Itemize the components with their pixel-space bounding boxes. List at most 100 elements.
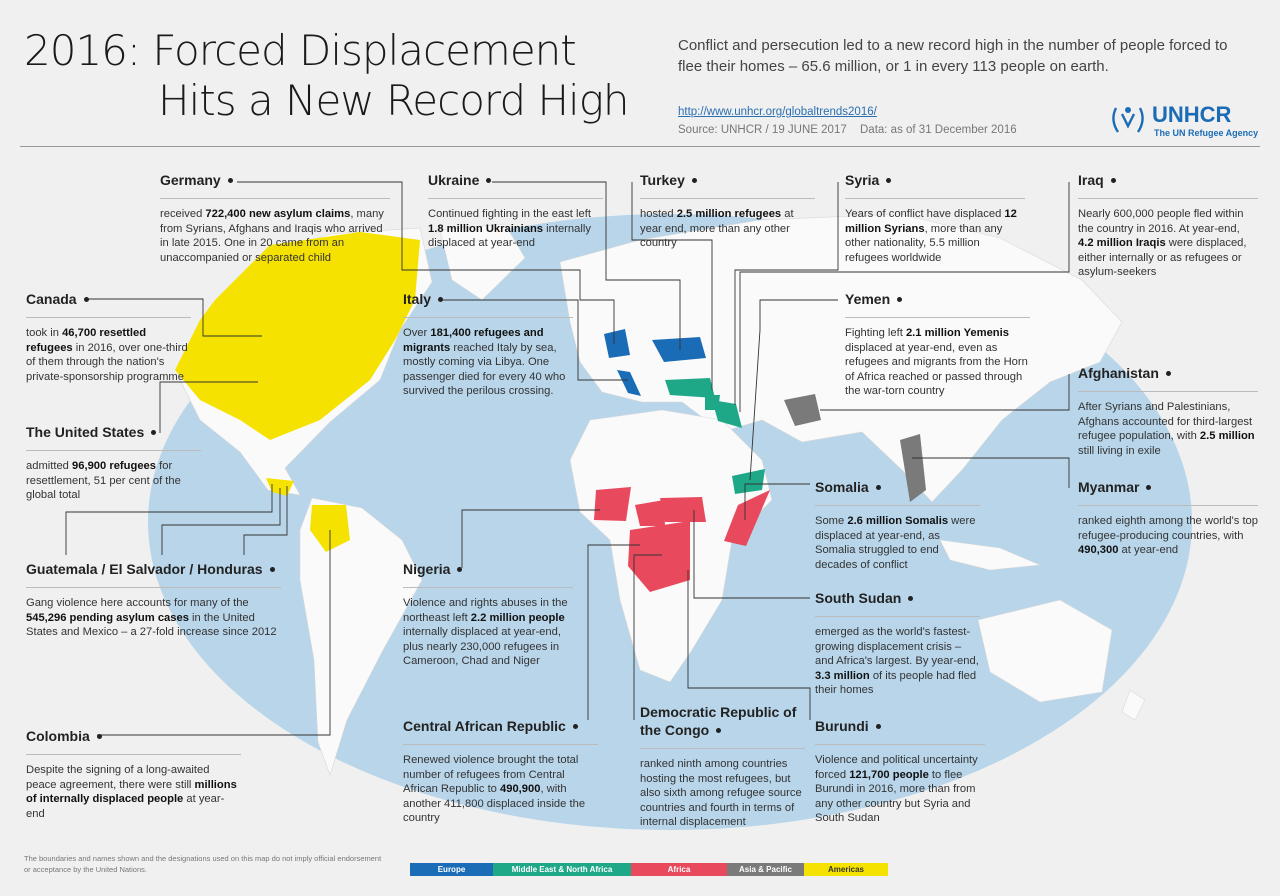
highlight: 490,300 [1078, 544, 1119, 557]
callout-body: Continued fighting in the east left 1.8 … [428, 207, 603, 251]
callout-dot [269, 567, 275, 573]
callout: Iraq Nearly 600,000 people fled within th… [1078, 172, 1258, 280]
callout-rule [1078, 198, 1258, 199]
callout: The United States admitted 96,900 refugee… [26, 424, 201, 503]
body-text: Years of conflict have displaced [845, 208, 1005, 220]
country [712, 400, 742, 428]
body-text: displaced at year-end, even as refugees … [845, 341, 1028, 398]
body-text: emerged as the world's fastest-growing d… [815, 626, 979, 668]
body-text: Some [815, 515, 848, 527]
callout: Democratic Republic of the Congo ranked n… [640, 704, 805, 830]
body-text: Nearly 600,000 people fled within the co… [1078, 208, 1244, 235]
highlight: 3.3 million [815, 669, 870, 682]
body-text: Fighting left [845, 327, 906, 339]
callout-dot [886, 178, 892, 184]
callout: Syria Years of conflict have displaced 12… [845, 172, 1025, 265]
body-text: Continued fighting in the east left [428, 208, 591, 220]
callout: Ukraine Continued fighting in the east le… [428, 172, 603, 251]
callout-title: Syria [845, 172, 880, 188]
callout-rule [845, 317, 1030, 318]
callout-dot [457, 567, 463, 573]
url-link[interactable]: http://www.unhcr.org/globaltrends2016/ [678, 106, 877, 118]
callout-rule [26, 450, 201, 451]
highlight: 1.8 million Ukrainians [428, 222, 544, 235]
callout: Germany received 722,400 new asylum claim… [160, 172, 390, 265]
country [628, 521, 690, 592]
country [665, 378, 715, 398]
callout-dot [1165, 371, 1171, 377]
body-text: still living in exile [1078, 444, 1161, 457]
callout-title: South Sudan [815, 590, 902, 606]
legend-item: Africa [631, 863, 727, 876]
body-text: in the United States and Mexico – a 27-f… [26, 611, 277, 639]
logo-subtext: The UN Refugee Agency [1154, 128, 1259, 138]
country [635, 500, 665, 526]
callout-title: Burundi [815, 718, 869, 734]
highlight: 2.6 million Somalis [847, 515, 949, 527]
callout-title: Guatemala / El Salvador / Honduras [26, 561, 263, 577]
country [594, 487, 631, 521]
callout-body: hosted 2.5 million refugees at year end,… [640, 207, 815, 251]
highlight: 12 million Syrians [845, 208, 1017, 235]
callout: Guatemala / El Salvador / Honduras Gang v… [26, 561, 281, 640]
legend-item: Middle East & North Africa [493, 863, 631, 876]
callout-rule [428, 198, 603, 199]
callout-title: Yemen [845, 291, 891, 307]
body-text: , more than any other nationality, 5.5 m… [845, 222, 1003, 264]
country [732, 469, 765, 494]
callout: Somalia Some 2.6 million Somalis were dis… [815, 479, 980, 572]
highlight: 4.2 million Iraqis [1078, 237, 1166, 250]
callout-title: Ukraine [428, 172, 480, 188]
callout-title: The United States [26, 424, 145, 440]
callout-dot [1146, 485, 1152, 491]
callout-dot [897, 297, 903, 303]
callout-title: Italy [403, 291, 432, 307]
callout-title: Central African Republic [403, 718, 566, 734]
callout-dot [1110, 178, 1116, 184]
callout-dot [716, 728, 722, 734]
callout-dot [227, 178, 233, 184]
highlight: 46,700 resettled refugees [26, 327, 147, 354]
callout: Turkey hosted 2.5 million refugees at yea… [640, 172, 815, 251]
country [617, 370, 641, 396]
highlight: 490,900 [500, 783, 541, 796]
country [660, 497, 706, 522]
callout: Afghanistan After Syrians and Palestinian… [1078, 365, 1258, 458]
legend-item: Americas [804, 863, 888, 876]
callout-dot [486, 178, 492, 184]
callout-dot [96, 734, 102, 740]
callout-title: Afghanistan [1078, 365, 1159, 381]
callout: Nigeria Violence and rights abuses in the… [403, 561, 573, 669]
highlight: 2.5 million refugees [676, 208, 782, 220]
highlight: 545,296 pending asylum cases [26, 611, 189, 624]
callout-dot [151, 430, 157, 436]
callout-body: Violence and political uncertainty force… [815, 753, 985, 826]
callout-rule [815, 744, 985, 745]
body-text: , with another 411,800 displaced inside … [403, 783, 586, 825]
body-text: hosted [640, 208, 677, 220]
body-text: to flee Burundi in 2016, more than from … [815, 768, 976, 825]
callout-body: took in 46,700 resettled refugees in 201… [26, 326, 191, 384]
callout: Italy Over 181,400 refugees and migrants … [403, 291, 573, 399]
callout-rule [845, 198, 1025, 199]
logo-text: UNHCR [1152, 102, 1232, 127]
body-text: Despite the signing of a long-awaited pe… [26, 764, 210, 791]
callout-title: Nigeria [403, 561, 451, 577]
callout-title: Somalia [815, 479, 869, 495]
body-text: Gang violence here accounts for many of … [26, 597, 249, 609]
callout-title: Democratic Republic of the Congo [640, 704, 797, 738]
callout-title: Colombia [26, 728, 90, 744]
callout: Colombia Despite the signing of a long-aw… [26, 728, 241, 821]
highlight: millions of internally displaced people [26, 778, 237, 806]
body-text: were displaced, either internally or as … [1078, 237, 1247, 279]
body-text: ranked ninth among countries hosting the… [640, 758, 802, 829]
callout-body: Renewed violence brought the total numbe… [403, 753, 598, 826]
country [604, 329, 630, 358]
callout: Yemen Fighting left 2.1 million Yemenis d… [845, 291, 1030, 399]
body-text: ranked eighth among the world's top refu… [1078, 515, 1259, 542]
body-text: received [160, 208, 206, 220]
callout-body: received 722,400 new asylum claims, many… [160, 207, 390, 265]
callout-body: ranked ninth among countries hosting the… [640, 757, 805, 830]
callout-dot [875, 485, 881, 491]
